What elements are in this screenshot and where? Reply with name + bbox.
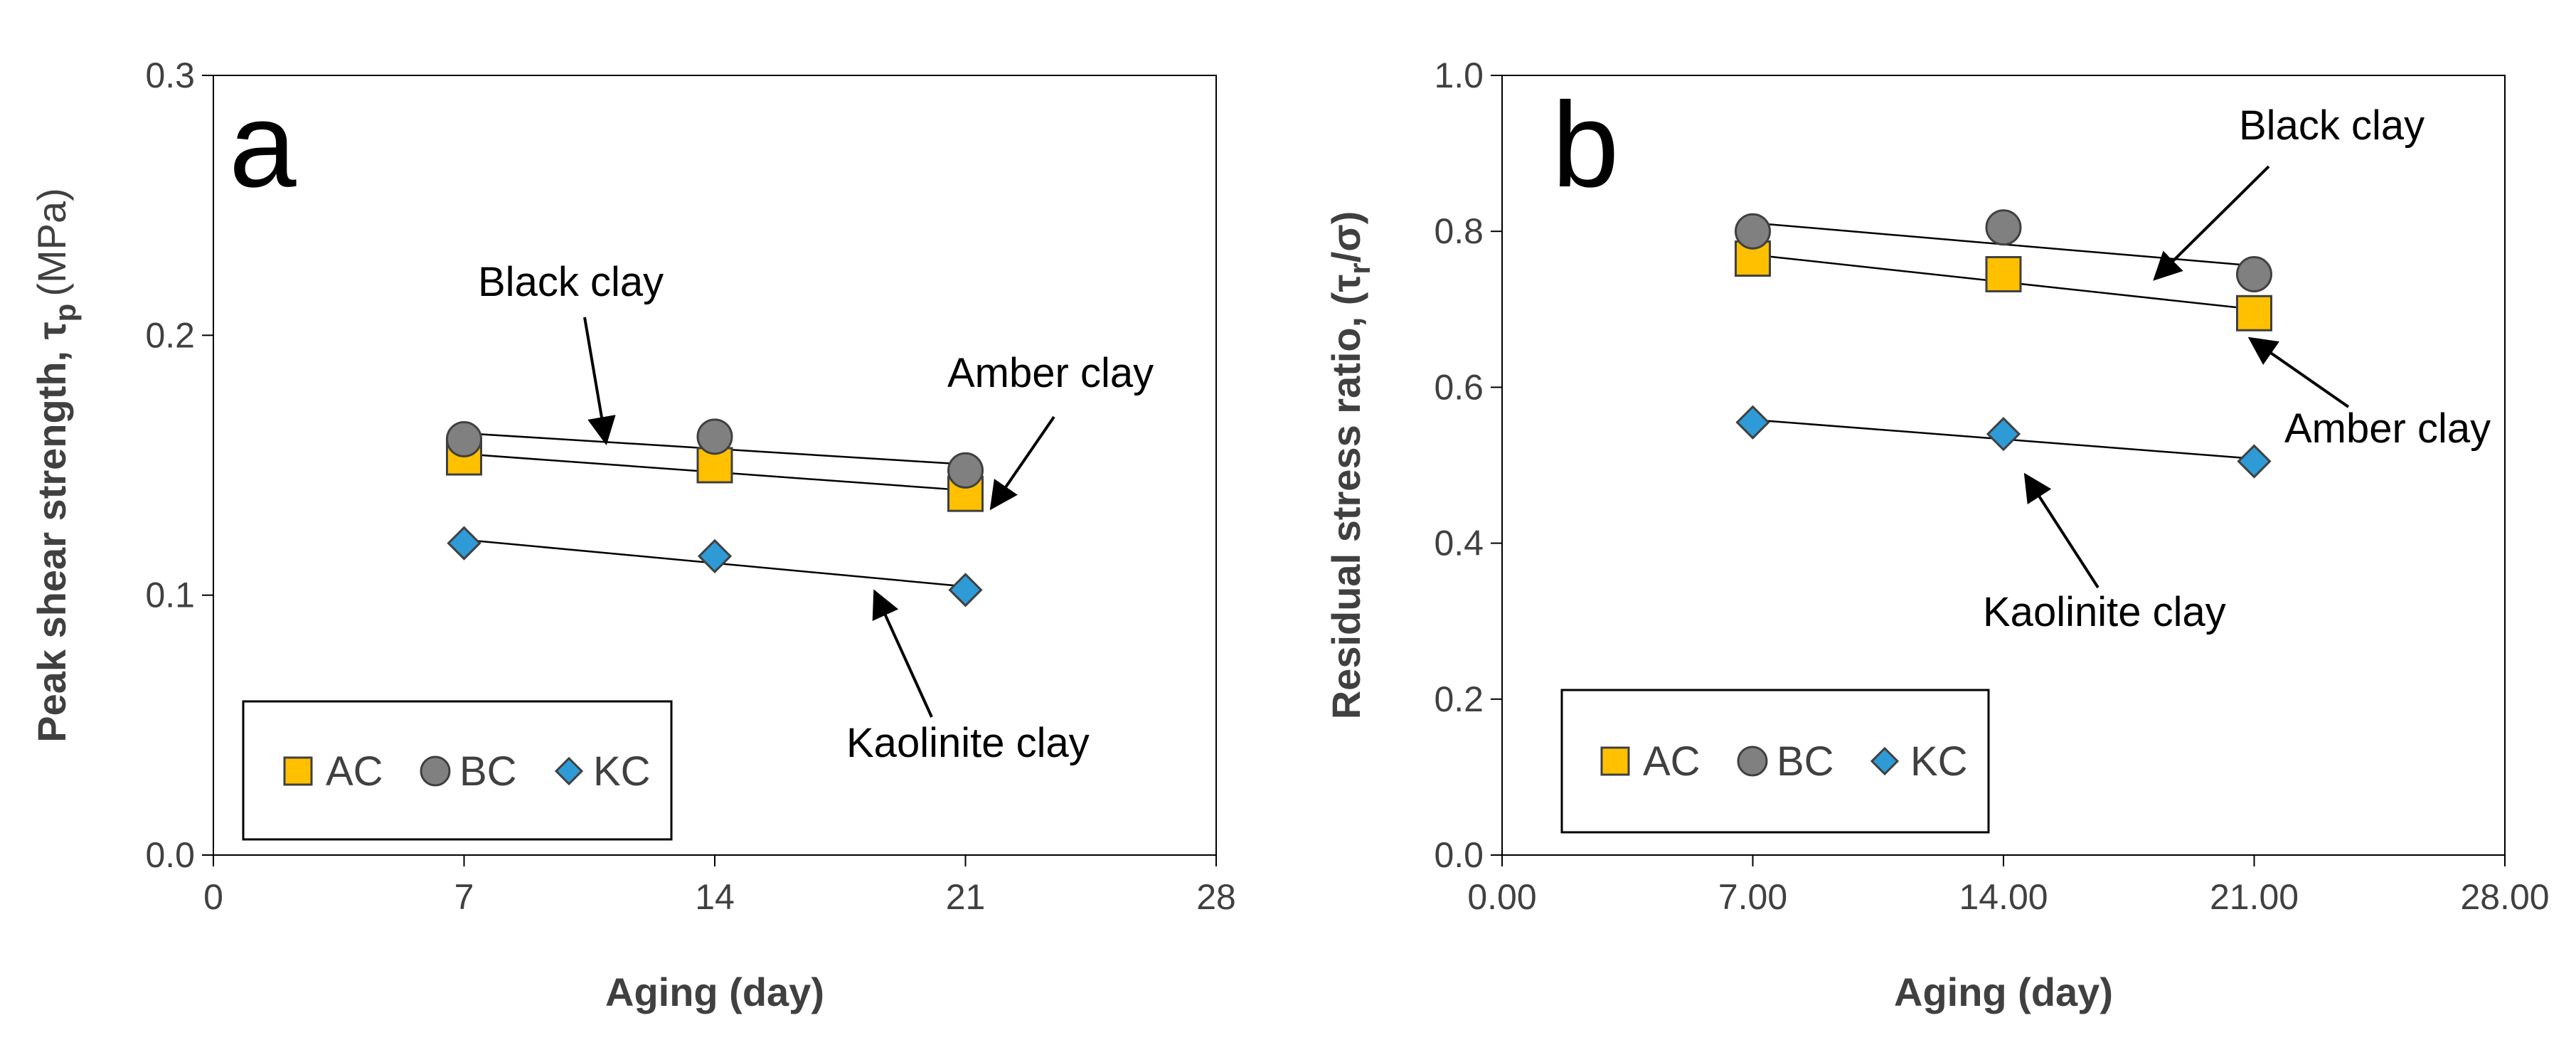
panel-letter-a: a [229, 78, 297, 213]
panel-a: 0.0 0.1 0.2 0.3 0 7 14 21 28 a Peak shear stren… [29, 55, 1236, 1014]
x-tick-label: 7 [454, 877, 474, 917]
x-tick-label: 14.00 [1959, 877, 2048, 917]
x-axis-title-b: Aging (day) [1894, 970, 2113, 1014]
annotation-amber-clay-a: Amber clay [947, 350, 1154, 396]
annotation-amber-clay-b: Amber clay [2284, 405, 2491, 452]
y-ticks-a: 0.0 0.1 0.2 0.3 [145, 55, 213, 875]
legend-box-b [1560, 689, 1990, 834]
data-point-bc [2236, 255, 2272, 292]
arrow-black-clay-a [583, 317, 616, 445]
data-point-kc [1735, 405, 1770, 440]
legend-label-ac-a: AC [326, 748, 383, 795]
panel-b: 0.0 0.2 0.4 0.6 0.8 1.0 0.00 7.00 14.00 21.00 28.… [1324, 55, 2550, 1014]
arrow-kaolinite-clay-b [2023, 472, 2099, 589]
arrow-amber-clay-a [989, 415, 1055, 511]
y-ticks-b: 0.0 0.2 0.4 0.6 0.8 1.0 [1434, 55, 1502, 875]
x-axis-title-a: Aging (day) [605, 970, 824, 1014]
annotation-kaolinite-clay-b: Kaolinite clay [1983, 589, 2226, 635]
x-ticks-a: 0 7 14 21 28 [203, 855, 1236, 917]
legend-marker-ac-b [1600, 746, 1630, 776]
legend-label-ac-b: AC [1643, 738, 1701, 785]
legend-marker-ac-a [283, 756, 313, 786]
y-axis-title-b: Residual stress ratio, (τr/σ) [1324, 211, 1376, 720]
legend-marker-kc-b [1870, 746, 1900, 776]
y-tick-label: 0.8 [1434, 211, 1484, 251]
legend-label-kc-a: KC [593, 748, 651, 795]
x-tick-label: 28 [1196, 877, 1236, 917]
y-tick-label: 0.0 [145, 835, 195, 875]
y-tick-label: 0.2 [1434, 679, 1484, 719]
y-axis-title-sub-a: p [48, 304, 82, 322]
annotation-black-clay-b: Black clay [2239, 102, 2425, 149]
data-point-bc [947, 452, 984, 489]
y-tick-label: 1.0 [1434, 55, 1484, 95]
data-point-kc [2237, 444, 2272, 479]
y-axis-title-sub-b: r [1343, 262, 1376, 274]
data-point-bc [696, 418, 733, 455]
data-point-kc [1986, 417, 2021, 452]
y-axis-title-unit-a: (MPa) [29, 188, 74, 296]
x-tick-label: 21 [946, 877, 986, 917]
legend-label-bc-b: BC [1777, 738, 1834, 785]
legend-label-bc-a: BC [459, 748, 517, 795]
legend-label-kc-b: KC [1910, 738, 1968, 785]
data-point-kc [948, 573, 983, 607]
data-point-ac [1985, 255, 2022, 292]
y-axis-title-unit-b: /σ) [1324, 211, 1368, 263]
x-tick-label: 0 [203, 877, 223, 917]
x-tick-label: 0.00 [1467, 877, 1536, 917]
data-markers-a [446, 418, 984, 607]
y-tick-label: 0.3 [145, 55, 195, 95]
annotation-kaolinite-clay-a: Kaolinite clay [846, 720, 1090, 766]
legend-marker-bc-a [420, 755, 451, 787]
legend-b: AC BC KC [1560, 689, 1990, 834]
x-tick-label: 28.00 [2460, 877, 2549, 917]
x-ticks-b: 0.00 7.00 14.00 21.00 28.00 [1467, 855, 2550, 917]
x-tick-label: 14 [695, 877, 735, 917]
legend-marker-kc-a [554, 756, 584, 786]
data-point-bc [446, 420, 482, 457]
y-axis-title-main-a: Peak shear strength, τ [29, 322, 74, 742]
data-point-kc [447, 526, 481, 561]
data-markers-b [1735, 209, 2272, 479]
x-tick-label: 7.00 [1718, 877, 1787, 917]
data-point-ac [2236, 295, 2272, 331]
arrow-black-clay-b [2153, 165, 2270, 281]
data-point-bc [1735, 213, 1771, 250]
legend-a: AC BC KC [242, 700, 673, 841]
data-point-bc [1985, 209, 2022, 246]
annotation-black-clay-a: Black clay [478, 259, 664, 305]
legend-marker-bc-b [1737, 745, 1768, 777]
y-axis-title-a: Peak shear strength, τp (MPa) [29, 188, 82, 743]
data-point-kc [697, 538, 733, 573]
y-tick-label: 0.4 [1434, 524, 1484, 563]
arrow-amber-clay-b [2247, 336, 2350, 408]
x-tick-label: 21.00 [2210, 877, 2299, 917]
y-tick-label: 0.2 [145, 315, 195, 355]
y-tick-label: 0.6 [1434, 367, 1484, 407]
legend-box-a [242, 700, 673, 841]
y-tick-label: 0.1 [145, 575, 195, 615]
panel-letter-b: b [1552, 78, 1619, 213]
arrow-kaolinite-clay-a [872, 589, 933, 718]
y-axis-title-main-b: Residual stress ratio, (τ [1324, 275, 1368, 720]
y-tick-label: 0.0 [1434, 835, 1484, 875]
